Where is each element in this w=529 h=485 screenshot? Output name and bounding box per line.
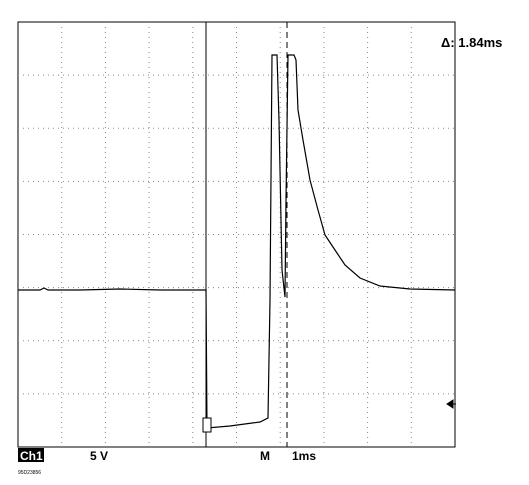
level-arrow (446, 399, 456, 409)
timebase-label: M (260, 449, 270, 463)
grid-lines (18, 22, 455, 447)
cursor-readout: Δ: 1.84ms (441, 35, 502, 50)
channel-badge (18, 448, 44, 462)
channel-label: Ch1 (20, 449, 43, 463)
volts-per-div: 5 V (90, 449, 108, 463)
graticule (17, 21, 456, 448)
footer-code: 95D23856 (18, 470, 41, 476)
time-per-div: 1ms (292, 449, 316, 463)
waveform (18, 54, 456, 429)
trigger-marker (202, 417, 212, 433)
